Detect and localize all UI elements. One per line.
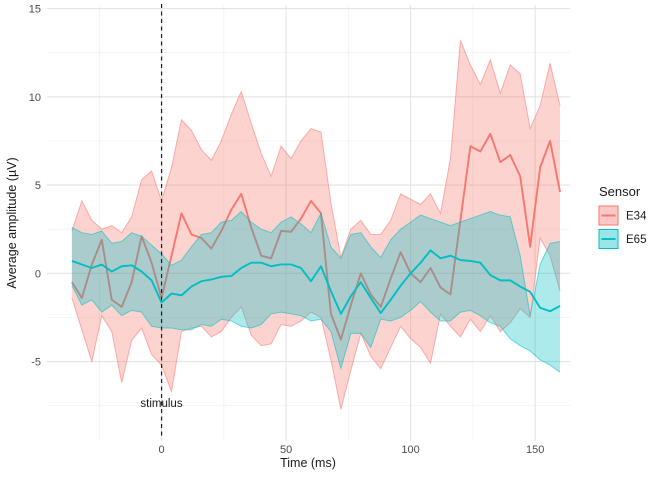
x-axis-title: Time (ms) — [280, 456, 336, 470]
ribbon-lower-edge-E65 — [71, 285, 561, 373]
ribbon-E34 — [71, 40, 561, 410]
y-axis-title: Average amplitude (µV) — [5, 157, 19, 288]
ribbon-E65 — [71, 211, 561, 373]
series-layer — [71, 40, 561, 410]
y-tick-label: 0 — [35, 268, 41, 280]
stimulus-annotation-label: stimulus — [140, 398, 182, 410]
y-tick-label: 10 — [29, 92, 41, 104]
ribbon-lower-edge-E34 — [71, 236, 561, 410]
grid-minor — [47, 5, 570, 441]
mean-line-E34 — [71, 132, 561, 341]
legend-label-E34: E34 — [626, 211, 647, 223]
x-tick-label: 150 — [526, 444, 544, 456]
ribbon-upper-edge-E65 — [71, 210, 561, 316]
legend-title: Sensor — [599, 184, 641, 199]
y-tick-label: 5 — [35, 180, 41, 192]
legend-label-E65: E65 — [626, 234, 646, 246]
x-tick-label: 50 — [280, 444, 292, 456]
mean-line-E65 — [71, 249, 561, 315]
y-tick-label: -5 — [31, 357, 41, 369]
y-tick-label: 15 — [29, 4, 41, 16]
x-tick-label: 0 — [158, 444, 164, 456]
ribbon-upper-edge-E34 — [71, 40, 561, 260]
legend: Sensor E34 E65 — [598, 184, 647, 249]
x-tick-label: 100 — [401, 444, 419, 456]
